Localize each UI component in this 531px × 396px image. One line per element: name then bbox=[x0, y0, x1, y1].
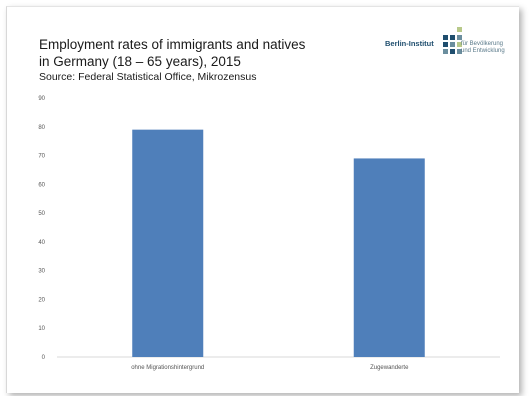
berlin-institut-logo: Berlin-Institut für Bevölkerung und Entw… bbox=[385, 27, 515, 61]
y-tick-label: 60 bbox=[38, 182, 45, 188]
logo-subtitle-line1: für Bevölkerung bbox=[461, 41, 504, 47]
chart-source: Source: Federal Statistical Office, Mikr… bbox=[39, 71, 257, 83]
bar-1 bbox=[132, 129, 204, 357]
y-tick-label: 90 bbox=[38, 96, 45, 102]
chart-title-line2: in Germany (18 – 65 years), 2015 bbox=[39, 54, 241, 69]
y-tick-label: 70 bbox=[38, 154, 45, 160]
y-tick-label: 80 bbox=[38, 125, 45, 131]
y-tick-label: 50 bbox=[38, 211, 45, 217]
y-tick-label: 40 bbox=[38, 240, 45, 246]
chart-title: Employment rates of immigrants and nativ… bbox=[39, 36, 369, 70]
y-tick-label: 0 bbox=[42, 355, 46, 361]
y-tick-label: 20 bbox=[38, 297, 45, 303]
bar-2 bbox=[353, 158, 425, 357]
logo-subtitle-line2: und Entwicklung bbox=[461, 48, 505, 54]
y-tick-label: 10 bbox=[38, 326, 45, 332]
x-tick-label: Zugewanderte bbox=[370, 365, 409, 371]
chart-title-line1: Employment rates of immigrants and nativ… bbox=[39, 37, 306, 52]
y-tick-label: 30 bbox=[38, 269, 45, 275]
slide-frame bbox=[6, 6, 519, 393]
logo-name: Berlin-Institut bbox=[385, 39, 434, 48]
x-tick-label: ohne Migrationshintergrund bbox=[131, 365, 204, 371]
